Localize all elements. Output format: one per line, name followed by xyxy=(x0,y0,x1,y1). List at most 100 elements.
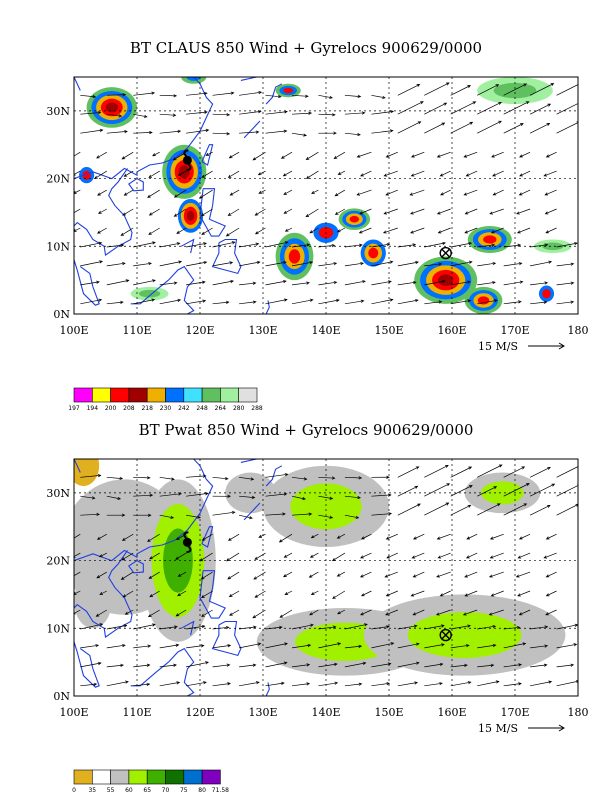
wind-arrow xyxy=(254,552,266,560)
wind-arrow xyxy=(450,121,474,134)
wind-arrow xyxy=(424,465,449,478)
wind-arrow xyxy=(529,103,552,115)
colorbar-label: 35 xyxy=(88,787,96,794)
wind-arrow xyxy=(159,129,182,134)
wind-arrow xyxy=(490,590,504,597)
wind-arrow xyxy=(106,643,126,649)
wind-arrow xyxy=(450,85,471,96)
lon-axis-label: 170E xyxy=(500,324,529,337)
wind-arrow xyxy=(265,241,289,248)
wind-arrow xyxy=(464,227,478,234)
wind-arrow xyxy=(254,590,266,598)
wind-arrow xyxy=(397,280,417,286)
wind-arrow xyxy=(556,663,575,668)
wind-arrow xyxy=(94,170,107,179)
wind-arrow xyxy=(409,189,425,196)
wind-arrow xyxy=(397,466,420,478)
wind-arrow xyxy=(424,122,446,134)
wind-arrow xyxy=(173,189,187,198)
coastline xyxy=(74,459,81,473)
wind-arrow xyxy=(159,260,183,267)
wind-arrow xyxy=(360,590,372,597)
wind-arrow xyxy=(159,94,178,98)
wind-arrow xyxy=(239,681,260,687)
wind-arrow xyxy=(424,300,443,305)
coastline xyxy=(130,661,169,687)
wind-arrow xyxy=(462,609,478,616)
typhoon-symbol-icon xyxy=(182,531,192,554)
coastline xyxy=(265,300,270,314)
wind-arrow xyxy=(344,243,363,248)
wind-arrow xyxy=(450,101,477,115)
wind-arrow xyxy=(337,609,346,615)
wind-arrow xyxy=(212,279,234,286)
wind-arrow xyxy=(106,663,125,668)
wind-arrow xyxy=(530,625,549,630)
lon-axis-label: 120E xyxy=(185,706,214,719)
wind-arrow xyxy=(371,493,392,497)
wind-arrow xyxy=(106,476,124,480)
lon-axis-label: 170E xyxy=(500,706,529,719)
wind-arrow xyxy=(545,609,557,616)
wind-arrow xyxy=(333,151,346,160)
wind-arrow xyxy=(424,624,445,630)
wind-arrow xyxy=(227,533,240,541)
wind-arrow xyxy=(556,281,575,286)
wind-arrow xyxy=(147,609,160,618)
wind-arrow xyxy=(227,571,240,580)
wind-arrow xyxy=(133,91,156,96)
wind-arrow xyxy=(371,129,394,134)
wind-arrow xyxy=(477,261,497,267)
wind-arrow xyxy=(149,552,160,560)
lon-axis-label: 150E xyxy=(374,706,403,719)
wind-arrow xyxy=(436,208,451,215)
wind-arrow xyxy=(74,208,81,214)
wind-arrow xyxy=(159,113,177,117)
wind-arrow xyxy=(239,300,257,305)
wind-arrow xyxy=(212,91,235,96)
wind-arrow xyxy=(74,227,81,232)
wind-arrow xyxy=(556,503,578,516)
wind-arrow xyxy=(291,260,314,267)
wind-arrow xyxy=(385,609,398,616)
wind-arrow xyxy=(437,227,451,234)
wind-arrow xyxy=(80,128,104,134)
wind-arrow xyxy=(305,170,319,179)
wind-arrow xyxy=(318,94,333,99)
wind-arrow xyxy=(225,227,240,237)
wind-arrow xyxy=(382,227,398,234)
wind-arrow xyxy=(291,111,313,115)
wind-arrow xyxy=(477,120,502,134)
wind-arrow xyxy=(318,642,342,649)
wind-arrow xyxy=(205,151,213,156)
colorbar-swatch xyxy=(73,769,93,785)
wind-arrow xyxy=(556,121,578,134)
wind-arrow xyxy=(291,281,310,286)
wind-arrow xyxy=(465,552,478,559)
colorbar-label: 0 xyxy=(72,787,76,794)
wind-arrow xyxy=(556,241,578,248)
colorbar-label: 75 xyxy=(180,787,188,794)
coastline xyxy=(74,168,133,257)
wind-arrow xyxy=(556,101,578,115)
lon-axis-label: 130E xyxy=(248,324,277,337)
wind-arrow xyxy=(133,241,156,248)
wind-arrow xyxy=(318,625,337,630)
coastline xyxy=(265,682,270,696)
wind-arrow xyxy=(518,533,531,540)
wind-arrow xyxy=(529,466,551,478)
wind-arrow xyxy=(265,129,288,134)
wind-arrow xyxy=(291,512,313,516)
lat-axis-label: 30N xyxy=(46,487,70,500)
wind-arrow xyxy=(411,552,425,559)
lon-axis-label: 140E xyxy=(311,706,340,719)
wind-arrow xyxy=(371,94,386,99)
wind-arrow xyxy=(96,151,107,159)
wind-arrow xyxy=(410,151,425,158)
field-contour xyxy=(186,210,195,221)
wind-arrow xyxy=(424,279,446,286)
wind-arrow xyxy=(159,514,175,519)
wind-arrow xyxy=(371,662,392,668)
wind-arrow xyxy=(490,227,504,234)
wind-arrow xyxy=(239,242,260,248)
